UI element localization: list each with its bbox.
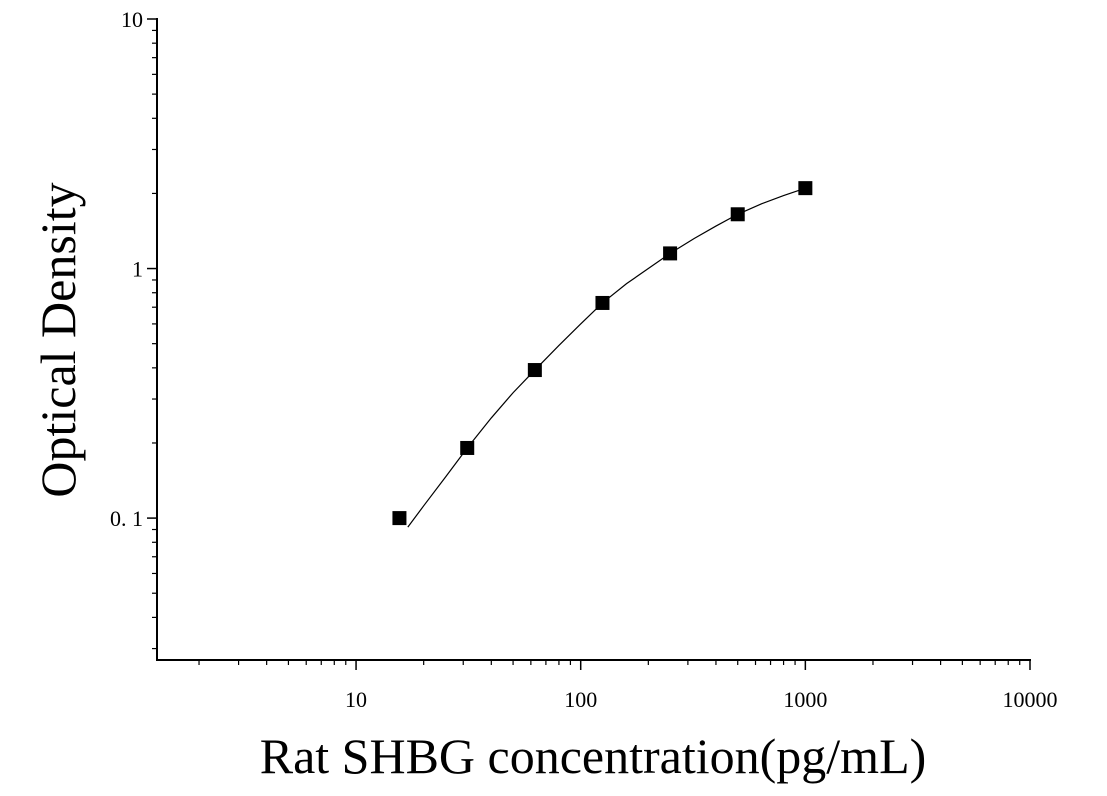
data-point-marker [392,511,407,526]
x-tick-label: 10000 [1003,687,1058,712]
y-tick-label: 1 [132,257,143,282]
data-point-marker [798,181,813,196]
y-tick-label: 0. 1 [110,506,143,531]
data-point-marker [460,440,475,455]
data-point-marker [663,246,678,261]
axis-ticks: 10 100 1000 10000 0. 1 1 10 [110,7,1058,712]
data-point-marker [527,363,542,378]
plot-area [392,181,813,528]
y-tick-label: 10 [121,7,143,32]
x-tick-label: 100 [564,687,597,712]
x-axis-title: Rat SHBG concentration(pg/mL) [260,728,927,784]
x-tick-label: 10 [345,687,367,712]
fit-curve-line [407,187,806,528]
y-axis-title: Optical Density [30,182,86,497]
data-point-marker [730,207,745,222]
x-tick-label: 1000 [783,687,827,712]
data-point-marker [595,295,610,310]
axes: 10 100 1000 10000 0. 1 1 10 [110,7,1058,712]
